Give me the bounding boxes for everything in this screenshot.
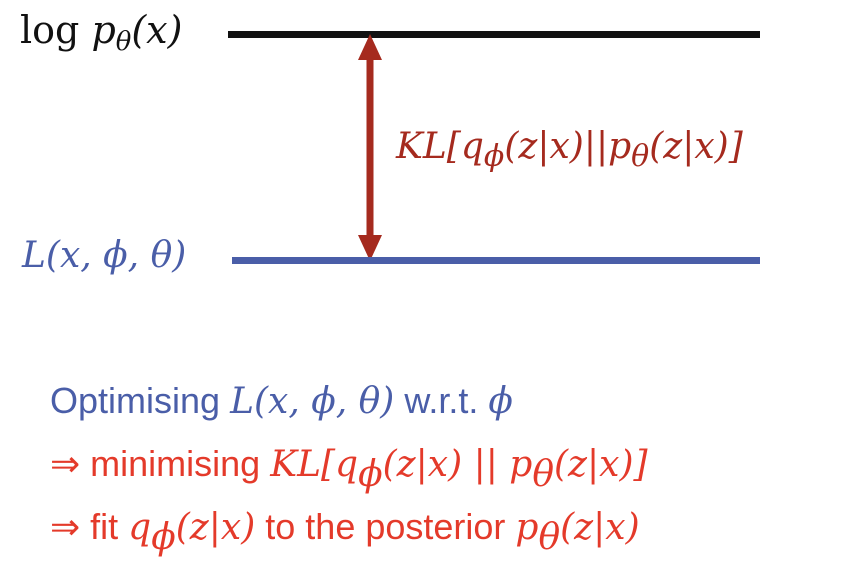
- phi-subscript: ϕ: [483, 139, 505, 175]
- theta-subscript: θ: [631, 139, 650, 175]
- phi-subscript: ϕ: [358, 454, 383, 496]
- theta-subscript: θ: [538, 517, 561, 559]
- kl-divergence-label: KL[qϕ(z|x)||pθ(z|x)]: [396, 126, 743, 174]
- phi-subscript: ϕ: [151, 517, 176, 559]
- text-optimising: Optimising: [50, 380, 231, 421]
- log-likelihood-line: [228, 31, 760, 38]
- gap-arrow: [358, 34, 382, 261]
- math-phi: ϕ: [488, 381, 513, 422]
- theta-subscript: θ: [115, 27, 132, 58]
- kl-part-a: KL[q: [396, 126, 484, 167]
- math-kl-a: KL[q: [270, 444, 359, 485]
- explanation-line-minimising: ⇒ minimising KL[qϕ(z|x) || pθ(z|x)]: [50, 443, 648, 493]
- text-posterior: to the posterior: [255, 506, 516, 547]
- math-elbo: L(x, ϕ, θ): [230, 381, 395, 422]
- p-symbol: p: [91, 8, 116, 52]
- x-argument: (x): [131, 8, 183, 52]
- math-p-arg: (z|x): [560, 507, 640, 548]
- arrow-head-up: [358, 34, 382, 60]
- arrow-head-down: [358, 235, 382, 261]
- math-kl-c: (z|x)]: [554, 444, 648, 485]
- elbo-line: [232, 257, 760, 264]
- kl-part-b: (z|x)||p: [504, 126, 632, 167]
- math-p: p: [515, 507, 539, 548]
- text-fit: ⇒ fit: [50, 506, 129, 547]
- elbo-label: L(x, ϕ, θ): [22, 235, 187, 276]
- math-q-arg: (z|x): [175, 507, 256, 548]
- explanation-line-optimising: Optimising L(x, ϕ, θ) w.r.t. ϕ: [50, 380, 513, 422]
- log-text: log: [20, 8, 80, 52]
- kl-part-c: (z|x)]: [649, 126, 743, 167]
- math-q: q: [128, 507, 152, 548]
- text-minimising: ⇒ minimising: [50, 443, 271, 484]
- text-wrt: w.r.t.: [394, 380, 489, 421]
- log-likelihood-label: log pθ(x): [20, 8, 183, 55]
- theta-subscript: θ: [532, 454, 555, 496]
- math-kl-b: (z|x) || p: [382, 444, 533, 485]
- explanation-line-fit: ⇒ fit qϕ(z|x) to the posterior pθ(z|x): [50, 506, 640, 556]
